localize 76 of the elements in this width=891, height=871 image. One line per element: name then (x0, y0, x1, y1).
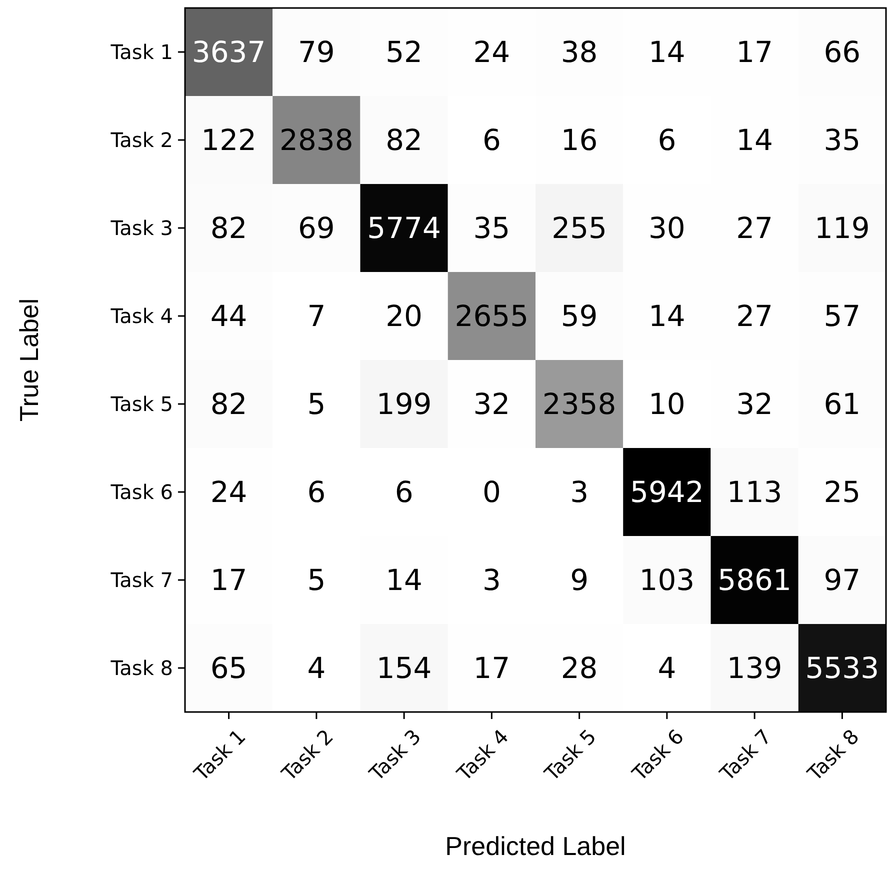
data-label: 27 (736, 211, 774, 246)
data-label: 14 (648, 299, 686, 334)
data-label: 57 (824, 299, 861, 334)
y-tick-label: Task 7 (110, 568, 173, 592)
data-label: 154 (376, 651, 432, 686)
data-label: 38 (560, 35, 598, 70)
data-label: 14 (736, 123, 774, 158)
data-label: 255 (552, 211, 607, 246)
data-label: 82 (210, 211, 248, 246)
data-label: 2358 (542, 387, 616, 422)
data-label: 5861 (718, 563, 792, 598)
data-label: 32 (736, 387, 774, 422)
data-label: 6 (394, 475, 414, 510)
y-tick-label: Task 1 (110, 40, 173, 64)
data-label: 32 (473, 387, 510, 422)
data-label: 28 (560, 651, 598, 686)
data-label: 4 (658, 651, 676, 686)
x-tick-label: Task 2 (276, 724, 338, 786)
data-label: 3637 (192, 35, 266, 70)
data-label: 113 (726, 475, 782, 510)
data-label: 6 (658, 123, 676, 158)
data-label: 61 (824, 387, 861, 422)
data-label: 3 (570, 475, 589, 510)
y-tick-label: Task 6 (110, 480, 173, 504)
data-label: 14 (386, 563, 423, 598)
data-label: 103 (639, 563, 695, 598)
data-label: 0 (482, 475, 501, 510)
y-tick-label: Task 4 (110, 304, 173, 328)
data-label: 3 (482, 563, 501, 598)
data-label: 20 (386, 299, 423, 334)
data-label: 10 (648, 387, 686, 422)
data-label: 25 (824, 475, 861, 510)
data-label: 35 (473, 211, 510, 246)
data-label: 7 (307, 299, 326, 334)
data-label: 119 (814, 211, 870, 246)
data-label: 30 (648, 211, 686, 246)
data-label: 122 (201, 123, 256, 158)
data-label: 6 (307, 475, 326, 510)
data-label: 14 (648, 35, 686, 70)
data-label: 5774 (367, 211, 441, 246)
y-axis-title: True Label (14, 298, 44, 422)
data-label: 69 (298, 211, 335, 246)
x-tick-label: Task 6 (626, 724, 688, 786)
data-label: 139 (726, 651, 782, 686)
data-label: 97 (824, 563, 861, 598)
data-label: 65 (210, 651, 248, 686)
data-label: 2655 (454, 299, 529, 334)
data-label: 17 (210, 563, 248, 598)
data-label: 44 (210, 299, 248, 334)
data-label: 35 (824, 123, 861, 158)
data-label: 4 (307, 651, 326, 686)
data-label: 199 (376, 387, 432, 422)
data-label: 82 (210, 387, 248, 422)
data-label: 6 (482, 123, 501, 158)
data-label: 24 (473, 35, 510, 70)
data-label: 17 (473, 651, 510, 686)
data-label: 52 (386, 35, 423, 70)
data-label: 27 (736, 299, 774, 334)
data-label: 5 (307, 387, 326, 422)
y-tick-label: Task 2 (110, 128, 173, 152)
data-label: 5942 (630, 475, 704, 510)
data-label: 5 (307, 563, 326, 598)
data-label: 17 (736, 35, 774, 70)
data-label: 2838 (280, 123, 354, 158)
data-label: 59 (560, 299, 598, 334)
y-tick-label: Task 8 (110, 656, 173, 680)
y-tick-label: Task 5 (110, 392, 173, 416)
data-label: 66 (824, 35, 861, 70)
y-tick-label: Task 3 (110, 216, 173, 240)
data-label: 16 (560, 123, 598, 158)
data-label: 9 (570, 563, 589, 598)
x-axis-title: Predicted Label (445, 831, 626, 861)
data-label: 24 (210, 475, 248, 510)
data-label: 79 (298, 35, 335, 70)
data-label: 82 (386, 123, 423, 158)
data-label: 5533 (805, 651, 880, 686)
